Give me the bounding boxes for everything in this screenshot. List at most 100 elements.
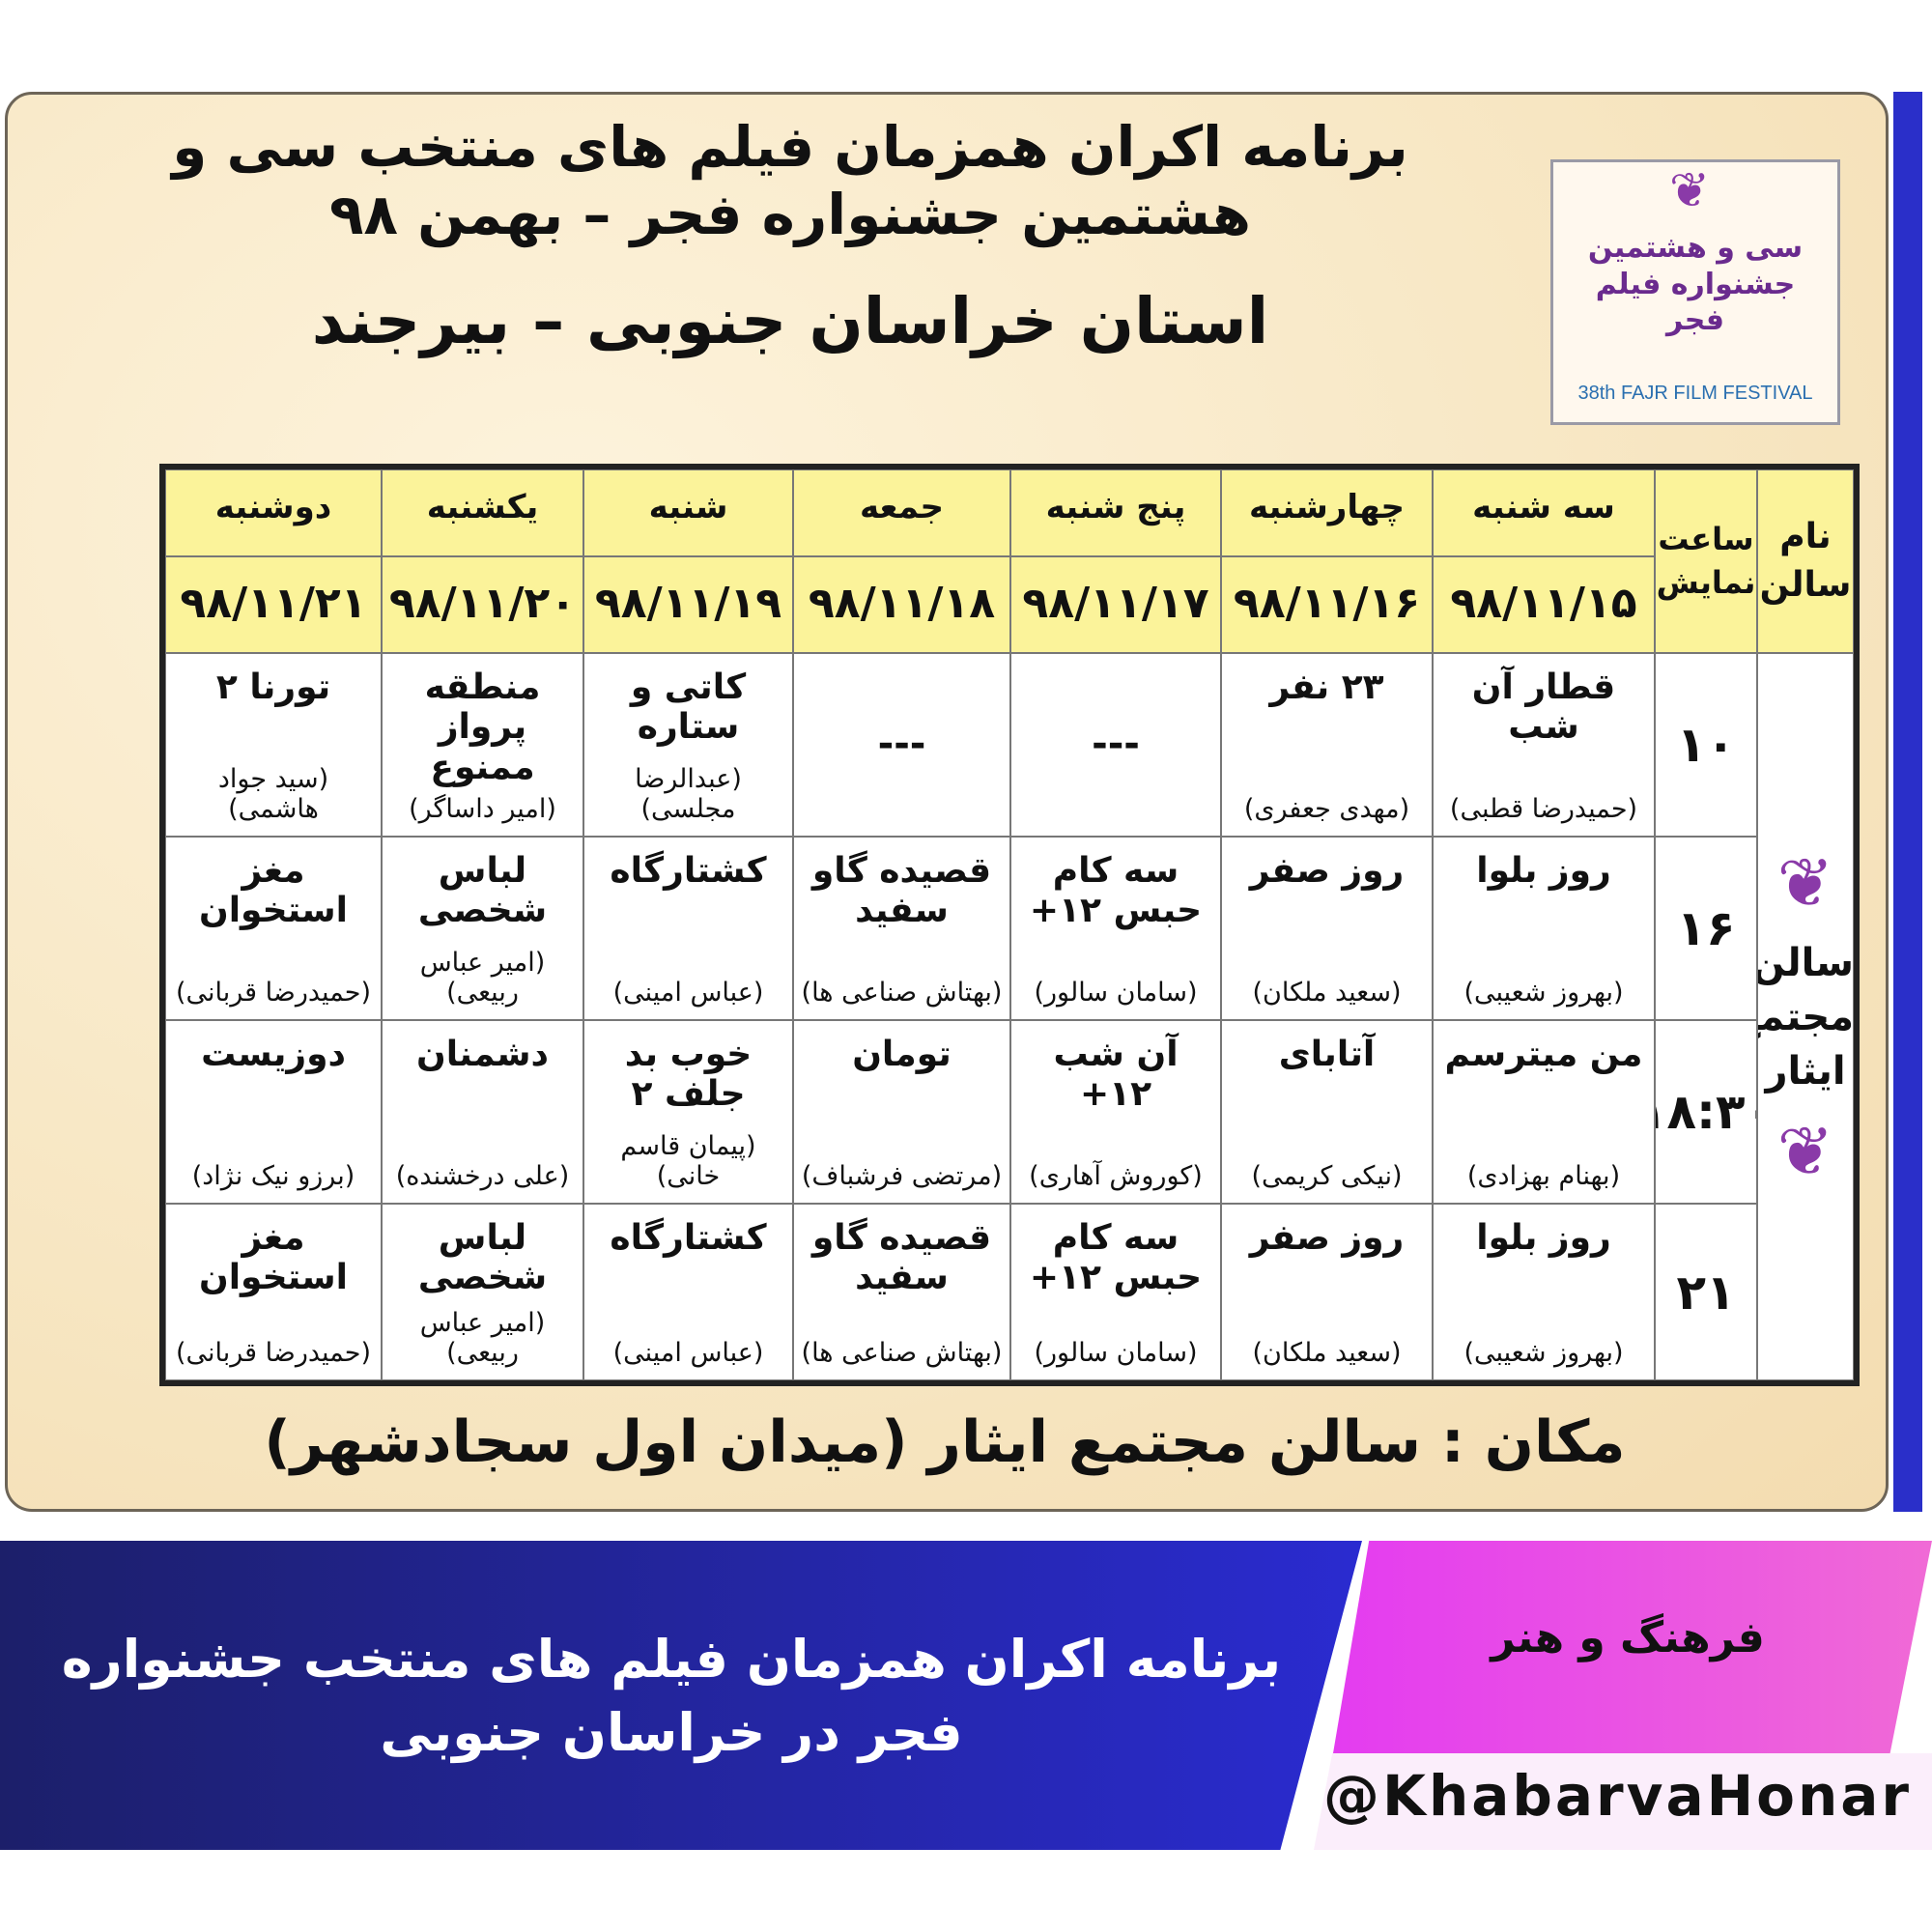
film-title: لباس شخصی — [417, 1218, 548, 1298]
film-director: (بهروز شعیبی) — [1463, 977, 1624, 1008]
time-header-label: ساعت نمایش — [1656, 521, 1756, 601]
film-director: (سعید ملکان) — [1252, 977, 1402, 1008]
film-director: (امیر عباس ربیعی) — [419, 947, 546, 1008]
film-director: (حمیدرضا قربانی) — [175, 977, 372, 1008]
film-title: منطقه پرواز ممنوع — [424, 668, 541, 787]
day-header: چهارشنبه — [1221, 469, 1433, 556]
film-director: (مرتضی فرشباف) — [801, 1160, 1003, 1191]
day-label: پنج شنبه — [1045, 488, 1186, 526]
day-label: چهارشنبه — [1248, 488, 1406, 526]
screening-cell: سه کام حبس ۱۲+ (سامان سالور) — [1010, 1204, 1221, 1380]
screening-cell: کشتارگاه (عباس امینی) — [583, 837, 793, 1020]
handle-box — [1314, 1753, 1932, 1850]
hall-name-cell: ❦ سالن مجتمع ایثار ❦ — [1757, 653, 1854, 1380]
screening-cell: سه کام حبس ۱۲+ (سامان سالور) — [1010, 837, 1221, 1020]
film-title: لباس شخصی — [417, 851, 548, 931]
film-title: سه کام حبس ۱۲+ — [1029, 851, 1203, 931]
date-header: ۹۸/۱۱/۲۰ — [382, 556, 583, 653]
date-label: ۹۸/۱۱/۱۶ — [1233, 579, 1421, 628]
screening-cell: قصیده گاو سفید (بهتاش صناعی ها) — [793, 837, 1010, 1020]
day-label: سه شنبه — [1472, 488, 1615, 526]
screening-cell: --- — [793, 653, 1010, 837]
screening-cell: دشمنان (علی درخشنده) — [382, 1020, 583, 1204]
film-director: (کوروش آهاری) — [1029, 1160, 1203, 1191]
logo-persian-text: سی و هشتمین جشنواره فیلم فجر — [1587, 231, 1804, 337]
showtime: ۱۰ — [1676, 717, 1736, 773]
day-header: سه شنبه — [1433, 469, 1655, 556]
date-label: ۹۸/۱۱/۱۹ — [594, 579, 782, 628]
showtime: ۱۶ — [1676, 900, 1736, 956]
hall-header: نام سالن — [1757, 469, 1854, 653]
simorgh-bird-icon: ❦ — [1776, 842, 1834, 923]
screening-cell: خوب بد جلف ۲ (پیمان قاسم خانی) — [583, 1020, 793, 1204]
film-director: (حمیدرضا قربانی) — [175, 1337, 372, 1368]
film-title: مغز استخوان — [198, 1218, 349, 1298]
screening-cell: روز بلوا (بهروز شعیبی) — [1433, 1204, 1655, 1380]
film-director: (بهتاش صناعی ها) — [801, 1337, 1003, 1368]
film-director: (سید جواد هاشمی) — [217, 763, 329, 824]
schedule-table: نام سالن ساعت نمایش سه شنبه ۹۸/۱۱/۱۵ چهارشنب… — [159, 464, 1860, 1386]
film-title: من میترسم — [1444, 1035, 1643, 1074]
category-badge — [1333, 1541, 1932, 1753]
poster-subtitle: استان خراسان جنوبی – بیرجند — [311, 284, 1269, 358]
side-strip — [1893, 92, 1922, 1512]
date-header: ۹۸/۱۱/۱۸ — [793, 556, 1010, 653]
screening-cell: منطقه پرواز ممنوع (امیر داساگر) — [382, 653, 583, 837]
film-title: آتابای — [1278, 1035, 1376, 1074]
empty-slot: --- — [877, 722, 926, 766]
channel-handle: @KhabarvaHonar — [1323, 1763, 1913, 1829]
film-director: (نیکی کریمی) — [1251, 1160, 1403, 1191]
time-header: ساعت نمایش — [1655, 469, 1757, 653]
film-title: کشتارگاه — [610, 1218, 767, 1258]
film-title: روز بلوا — [1476, 1218, 1611, 1258]
screening-cell: لباس شخصی (امیر عباس ربیعی) — [382, 837, 583, 1020]
showtime-cell: ۱۸:۳۰ — [1655, 1020, 1757, 1204]
showtime: ۱۸:۳۰ — [1656, 1084, 1756, 1140]
film-title: قصیده گاو سفید — [811, 1218, 992, 1298]
screening-cell: دوزیست (برزو نیک نژاد) — [165, 1020, 382, 1204]
simorgh-bird-icon: ❦ — [1669, 162, 1710, 218]
screening-cell: آن شب ۱۲+ (کوروش آهاری) — [1010, 1020, 1221, 1204]
day-label: دوشنبه — [214, 488, 332, 526]
film-director: (بهتاش صناعی ها) — [801, 977, 1003, 1008]
day-label: شنبه — [648, 488, 728, 526]
film-title: کاتی و ستاره — [630, 668, 747, 748]
film-title: قصیده گاو سفید — [811, 851, 992, 931]
date-header: ۹۸/۱۱/۱۹ — [583, 556, 793, 653]
caption-text: برنامه اکران همزمان فیلم های منتخب جشنوا… — [61, 1629, 1282, 1763]
film-title: مغز استخوان — [198, 851, 349, 931]
screening-cell: روز صفر (سعید ملکان) — [1221, 837, 1433, 1020]
date-header: ۹۸/۱۱/۱۷ — [1010, 556, 1221, 653]
showtime-cell: ۱۰ — [1655, 653, 1757, 837]
screening-cell: کاتی و ستاره (عبدالرضا مجلسی) — [583, 653, 793, 837]
film-title: کشتارگاه — [610, 851, 767, 891]
screening-cell: لباس شخصی (امیر عباس ربیعی) — [382, 1204, 583, 1380]
caption-banner — [0, 1541, 1362, 1850]
screening-cell: آتابای (نیکی کریمی) — [1221, 1020, 1433, 1204]
date-label: ۹۸/۱۱/۲۰ — [388, 579, 577, 628]
date-label: ۹۸/۱۱/۱۵ — [1450, 579, 1637, 628]
film-director: (پیمان قاسم خانی) — [620, 1130, 756, 1191]
film-director: (سامان سالور) — [1034, 977, 1198, 1008]
day-header: دوشنبه — [165, 469, 382, 556]
film-director: (حمیدرضا قطبی) — [1449, 793, 1638, 824]
film-director: (برزو نیک نژاد) — [191, 1160, 355, 1191]
day-header: پنج شنبه — [1010, 469, 1221, 556]
category-label: فرهنگ و هنر — [1491, 1613, 1765, 1662]
screening-cell: قصیده گاو سفید (بهتاش صناعی ها) — [793, 1204, 1010, 1380]
film-title: دشمنان — [416, 1035, 549, 1074]
showtime: ۲۱ — [1676, 1264, 1736, 1321]
simorgh-bird-icon: ❦ — [1776, 1111, 1834, 1191]
film-title: ۲۳ نفر — [1269, 668, 1384, 707]
screening-cell: تورنا ۲ (سید جواد هاشمی) — [165, 653, 382, 837]
film-director: (بهنام بهزادی) — [1466, 1160, 1621, 1191]
screening-cell: --- — [1010, 653, 1221, 837]
date-header: ۹۸/۱۱/۱۵ — [1433, 556, 1655, 653]
day-label: یکشنبه — [426, 488, 539, 526]
showtime-cell: ۱۶ — [1655, 837, 1757, 1020]
location-text: مکان : سالن مجتمع ایثار (میدان اول سجادش… — [264, 1408, 1626, 1476]
film-title: سه کام حبس ۱۲+ — [1029, 1218, 1203, 1298]
screening-cell: قطار آن شب (حمیدرضا قطبی) — [1433, 653, 1655, 837]
film-title: روز بلوا — [1476, 851, 1611, 891]
date-header: ۹۸/۱۱/۱۶ — [1221, 556, 1433, 653]
